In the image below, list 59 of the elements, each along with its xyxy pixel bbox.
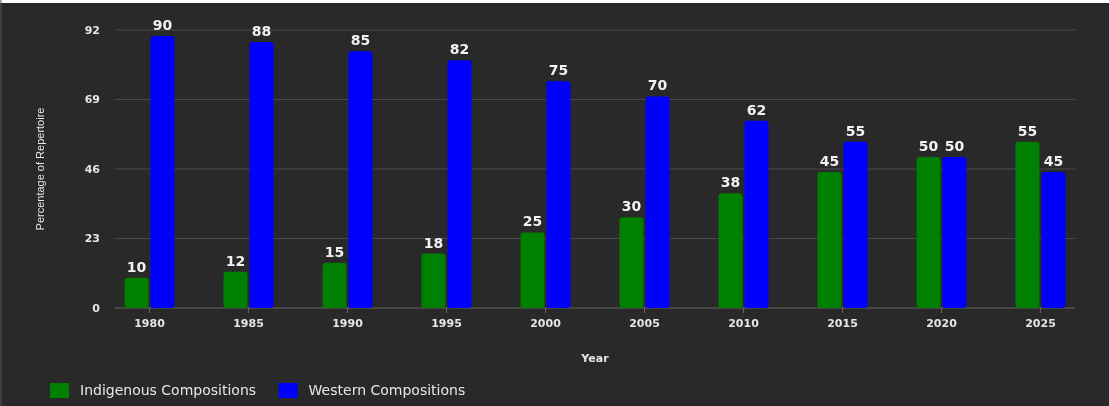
data-label: 10 — [126, 258, 147, 275]
y-tick-label: 46 — [84, 162, 101, 176]
x-tick-label: 1990 — [332, 317, 364, 330]
y-tick-label: 0 — [92, 301, 101, 315]
bar — [447, 60, 472, 308]
bar — [1015, 141, 1040, 308]
x-tick-label: 2020 — [926, 317, 958, 330]
x-tick-label: 2015 — [827, 317, 858, 330]
bar — [348, 51, 373, 308]
bar — [421, 253, 446, 308]
x-axis-title: Year — [580, 352, 610, 365]
y-axis-title: Percentage of Repertoire — [34, 107, 46, 231]
bar — [744, 120, 769, 308]
y-tick-label: 69 — [84, 93, 100, 107]
x-tick-label: 2005 — [629, 317, 660, 330]
x-tick-label: 1995 — [431, 317, 462, 330]
data-label: 30 — [621, 198, 642, 215]
bar — [249, 42, 274, 308]
bar — [619, 217, 644, 308]
x-tick-label: 1980 — [134, 317, 166, 330]
bar — [718, 193, 743, 308]
x-tick-label: 2025 — [1025, 317, 1056, 330]
bar — [150, 36, 175, 308]
data-label: 50 — [918, 137, 939, 154]
bar — [942, 156, 967, 308]
data-label: 55 — [1017, 122, 1038, 139]
legend-label: Indigenous Compositions — [80, 382, 257, 398]
data-label: 38 — [720, 174, 741, 191]
y-tick-label: 92 — [84, 23, 100, 37]
data-label: 15 — [324, 243, 345, 260]
x-tick-label: 1985 — [233, 317, 264, 330]
data-label: 90 — [152, 17, 173, 34]
bar — [520, 232, 545, 308]
bar — [546, 81, 571, 308]
bar — [223, 271, 248, 308]
data-label: 88 — [251, 23, 272, 40]
data-label: 85 — [350, 32, 371, 49]
data-label: 50 — [944, 137, 965, 154]
bar — [1041, 172, 1066, 308]
data-label: 62 — [746, 101, 767, 118]
data-label: 82 — [449, 41, 470, 58]
bar — [124, 277, 149, 308]
data-label: 55 — [845, 122, 866, 139]
y-tick-label: 23 — [84, 232, 100, 246]
data-label: 45 — [819, 153, 840, 170]
data-label: 18 — [423, 234, 444, 251]
data-label: 70 — [647, 77, 668, 94]
data-label: 12 — [225, 252, 246, 269]
data-label: 25 — [522, 213, 543, 230]
legend-label: Western Compositions — [308, 382, 466, 398]
data-label: 75 — [548, 62, 569, 79]
bar — [645, 96, 670, 308]
bar — [322, 262, 347, 308]
bar — [817, 172, 842, 308]
bar — [916, 156, 941, 308]
data-label: 45 — [1043, 153, 1064, 170]
x-tick-label: 2000 — [530, 317, 562, 330]
x-tick-label: 2010 — [728, 317, 760, 330]
bar — [843, 141, 868, 308]
